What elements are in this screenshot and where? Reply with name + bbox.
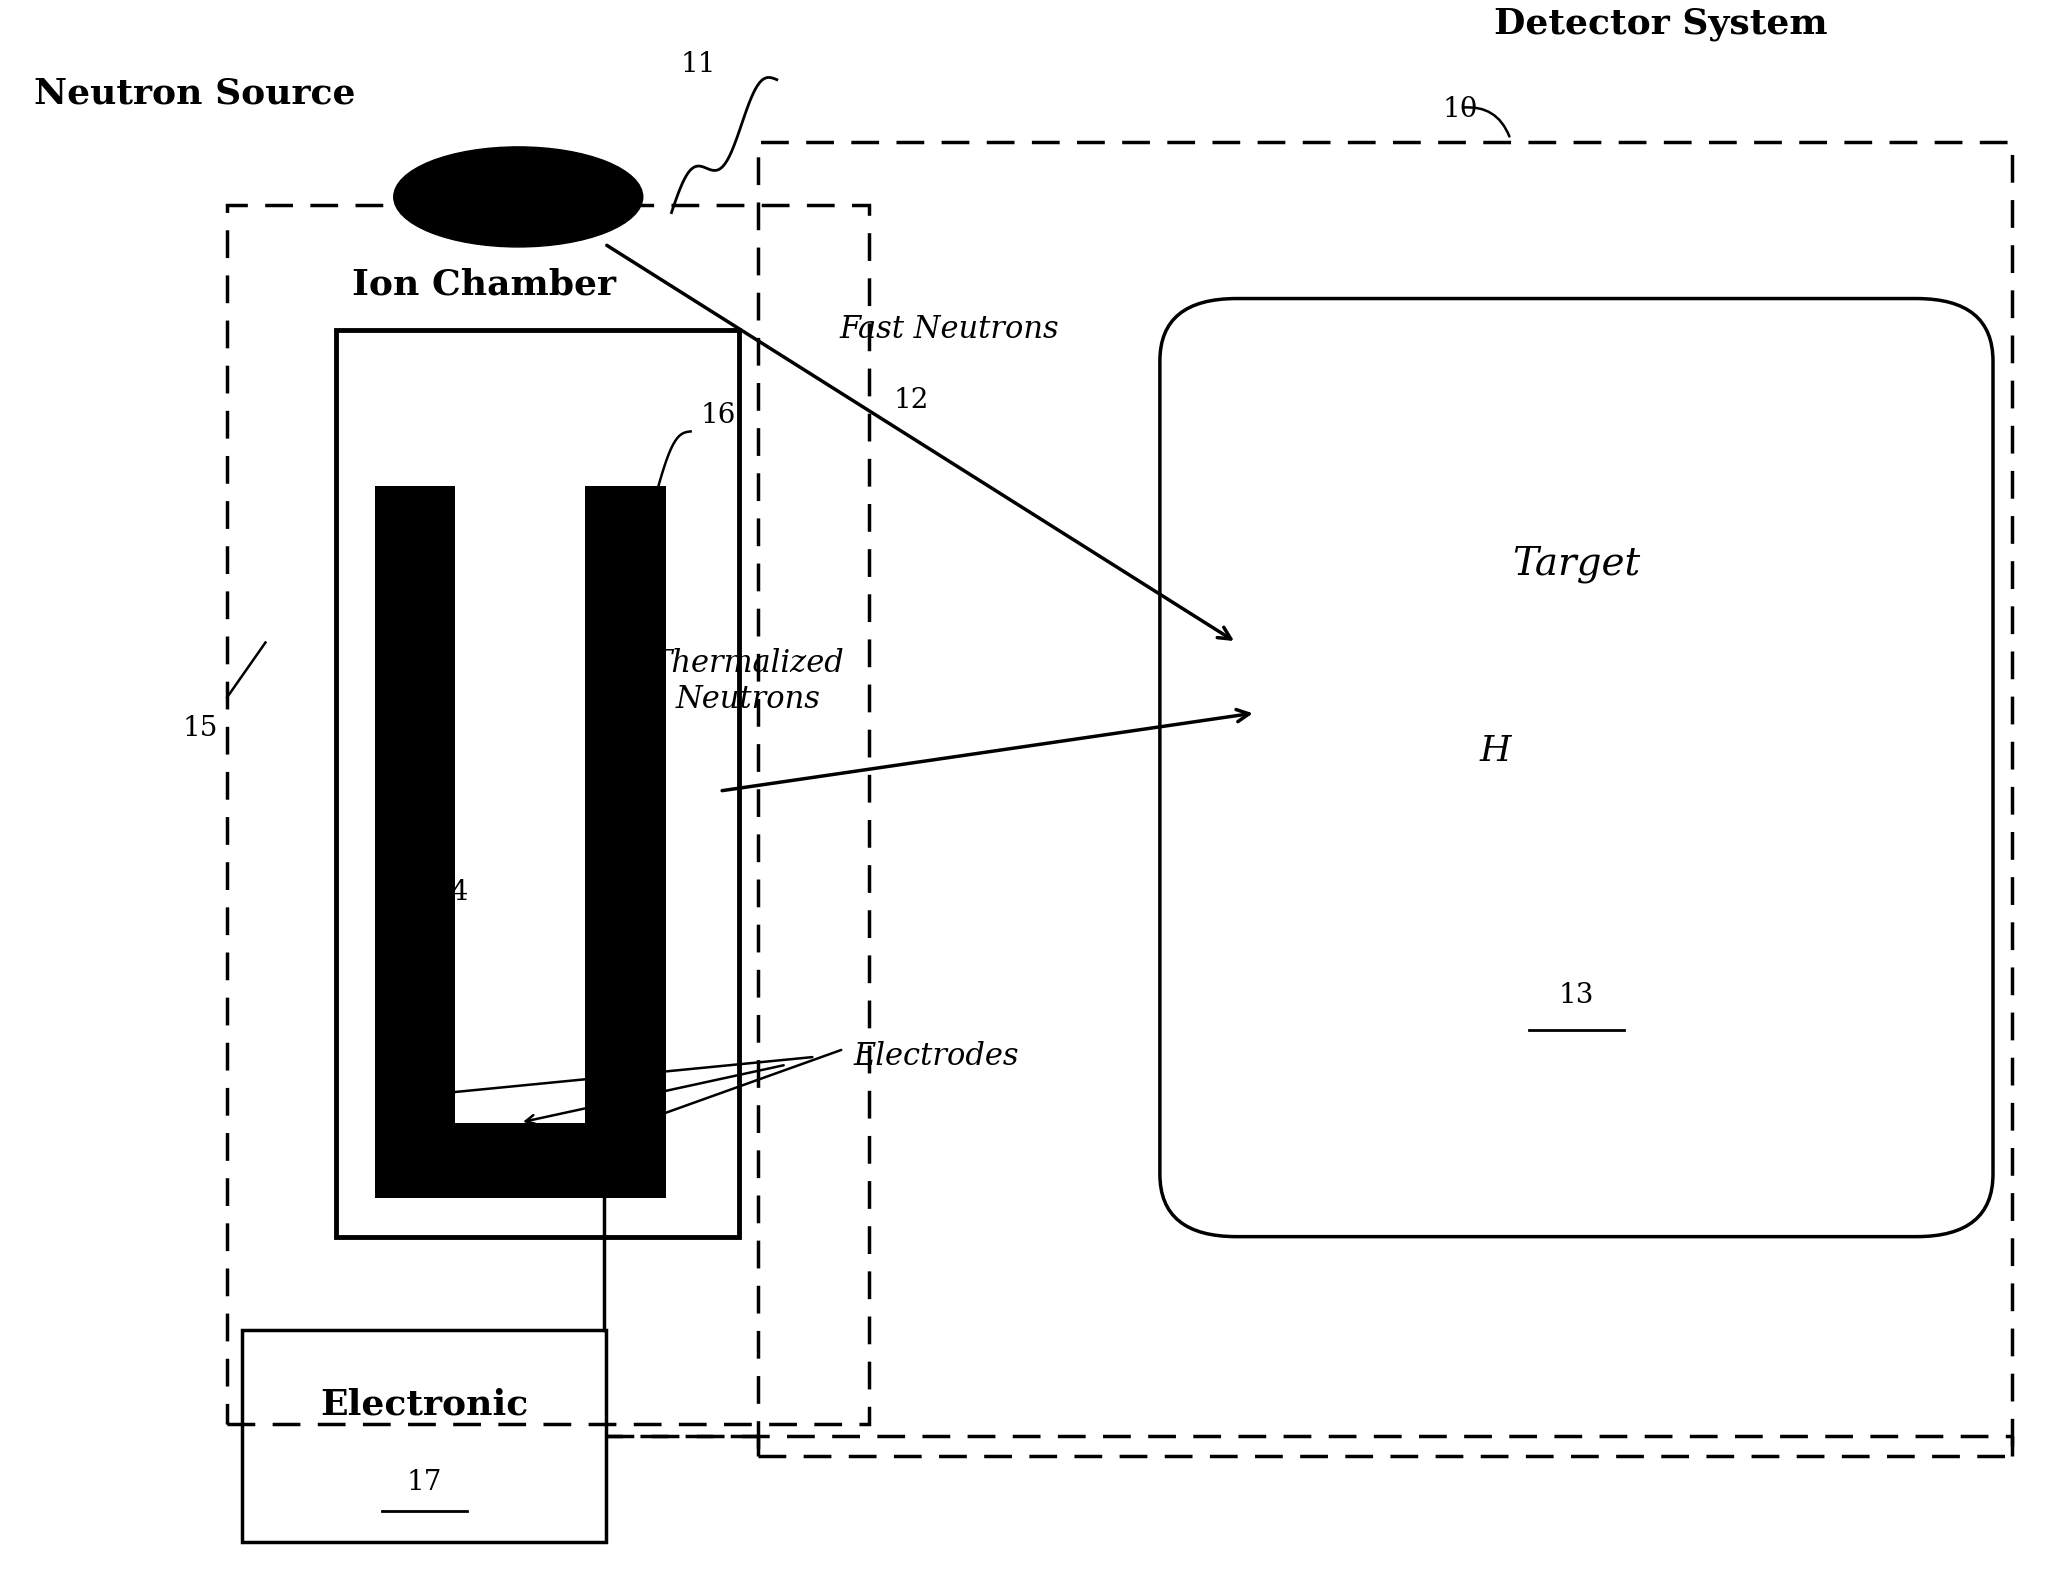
Text: Neutron Source: Neutron Source bbox=[33, 78, 356, 111]
Text: 12: 12 bbox=[893, 386, 928, 413]
Bar bbox=[375, 1123, 665, 1198]
Text: Thermalized
Neutrons: Thermalized Neutrons bbox=[652, 649, 845, 715]
Text: 15: 15 bbox=[182, 715, 217, 742]
Ellipse shape bbox=[393, 147, 642, 247]
Text: 11: 11 bbox=[681, 51, 717, 78]
Text: 13: 13 bbox=[1559, 982, 1595, 1009]
Text: 17: 17 bbox=[406, 1470, 443, 1497]
Text: Detector System: Detector System bbox=[1493, 6, 1829, 41]
Text: 16: 16 bbox=[700, 402, 735, 429]
FancyBboxPatch shape bbox=[336, 329, 739, 1237]
Text: 14: 14 bbox=[433, 880, 468, 906]
Text: Electronic: Electronic bbox=[321, 1387, 528, 1421]
Text: H: H bbox=[1479, 734, 1510, 769]
Text: Electrodes: Electrodes bbox=[853, 1041, 1019, 1073]
Text: 10: 10 bbox=[1441, 97, 1479, 123]
Text: Target: Target bbox=[1512, 546, 1640, 584]
Bar bbox=[586, 486, 665, 1174]
Text: Ion Chamber: Ion Chamber bbox=[352, 267, 615, 301]
Text: Fast Neutrons: Fast Neutrons bbox=[839, 315, 1058, 345]
Bar bbox=[375, 486, 456, 1174]
